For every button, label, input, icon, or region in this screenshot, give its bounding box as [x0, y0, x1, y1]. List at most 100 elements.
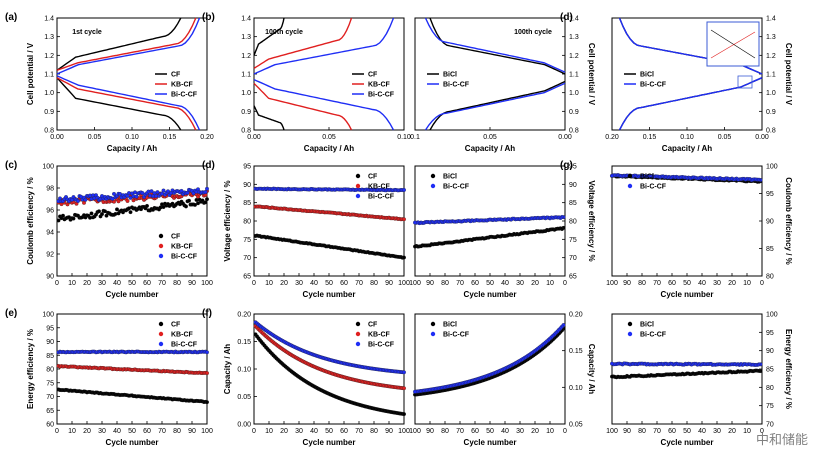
x-tick-label: 60 — [143, 280, 151, 287]
y-tick-label: 95 — [569, 164, 577, 171]
y-tick-label: 70 — [569, 255, 577, 262]
y-tick-label: 1.1 — [569, 72, 579, 79]
y-tick-label: 1.0 — [766, 90, 776, 97]
x-tick-label: 40 — [310, 428, 318, 435]
y-tick-label: 0.05 — [237, 394, 251, 401]
panel-label: (d) — [560, 12, 573, 23]
x-tick-label: 100 — [201, 428, 213, 435]
y-tick-label: 70 — [766, 422, 774, 429]
x-tick-label: 0.20 — [605, 134, 619, 141]
x-tick-label: 0 — [563, 280, 567, 287]
data-point — [116, 199, 121, 204]
x-tick-label: 30 — [516, 280, 524, 287]
y-tick-label: 0.8 — [44, 128, 54, 135]
legend-swatch — [430, 321, 436, 327]
legend-label: CF — [368, 72, 378, 79]
legend-swatch — [158, 233, 164, 239]
data-point — [97, 209, 101, 214]
x-tick-label: 80 — [441, 280, 449, 287]
legend-swatch — [627, 173, 633, 179]
panel-label: (e) — [5, 308, 17, 319]
x-tick-label: 0.15 — [163, 134, 177, 141]
y-tick-label: 85 — [766, 367, 774, 374]
legend-label: KB-CF — [368, 332, 390, 339]
legend-swatch — [355, 331, 361, 337]
x-tick-label: 40 — [113, 280, 121, 287]
x-tick-label: 60 — [340, 280, 348, 287]
panel-label: (a) — [5, 12, 17, 23]
series-line-charge-KB-CF — [253, 17, 353, 69]
plot-frame — [611, 313, 763, 425]
panel-b2: 0.1 0.05 0.000.8 0.9 1.0 1.1 1.2 1.3 1.4 Capacity… — [410, 16, 596, 154]
y-tick-label: 1.1 — [766, 72, 776, 79]
y-tick-label: 0.9 — [569, 109, 579, 116]
y-tick-label: 85 — [243, 200, 251, 207]
y-tick-label: 90 — [46, 339, 54, 346]
data-point — [610, 374, 614, 379]
y-tick-label: 0.8 — [569, 128, 579, 135]
panel-f: 0 10 20 30 40 50 60 70 80 90 100 0.00 0.05 0.10 0.15 0.… — [202, 308, 410, 447]
panel-f2: 100 90 80 70 60 50 40 30 20 10 00.050.100.150.20Cy… — [409, 312, 596, 448]
plot-frame — [414, 313, 566, 425]
x-tick-label: 0 — [252, 428, 256, 435]
y-tick-label: 1.3 — [569, 34, 579, 41]
series-line-discharge-CF — [253, 105, 285, 131]
y-tick-label: 70 — [46, 394, 54, 401]
data-point — [187, 198, 191, 203]
legend-label: KB-CF — [368, 82, 390, 89]
legend-label: BiCl — [640, 174, 654, 181]
data-point — [149, 189, 154, 194]
y-tick-label: 100 — [42, 164, 54, 171]
y-tick-label: 70 — [243, 255, 251, 262]
data-point — [205, 400, 209, 405]
x-tick-label: 70 — [355, 280, 363, 287]
inset-line — [710, 31, 756, 59]
y-tick-label: 1.4 — [241, 16, 251, 23]
y-tick-label: 90 — [46, 274, 54, 281]
x-axis-label: Cycle number — [464, 290, 517, 299]
y-axis-label: Capacity / Ah — [223, 344, 232, 394]
data-point — [56, 218, 61, 223]
y-tick-label: 1.4 — [766, 16, 776, 23]
y-tick-label: 80 — [766, 274, 774, 281]
legend-label: KB-CF — [171, 82, 193, 89]
legend-label: CF — [171, 234, 181, 241]
panel-b: 0.00 0.05 0.10 0.8 0.9 1.0 1.1 1.2 1.3 1.4 Capacit… — [202, 12, 411, 153]
y-tick-label: 0.15 — [569, 348, 583, 355]
legend-swatch — [355, 321, 361, 327]
x-tick-label: 60 — [668, 280, 676, 287]
x-tick-label: 40 — [501, 428, 509, 435]
y-tick-label: 85 — [766, 246, 774, 253]
y-axis-label: Voltage efficiency / % — [587, 180, 596, 261]
y-tick-label: 60 — [46, 422, 54, 429]
x-tick-label: 10 — [743, 280, 751, 287]
y-tick-label: 1.2 — [569, 53, 579, 60]
y-tick-label: 1.2 — [241, 53, 251, 60]
legend-swatch — [158, 321, 164, 327]
y-tick-label: 100 — [766, 312, 778, 319]
y-tick-label: 75 — [766, 403, 774, 410]
x-tick-label: 40 — [310, 280, 318, 287]
data-point — [205, 186, 209, 191]
data-point — [205, 350, 209, 355]
y-tick-label: 95 — [243, 164, 251, 171]
x-tick-label: 40 — [698, 428, 706, 435]
data-point — [115, 207, 119, 212]
legend-label: KB-CF — [171, 332, 193, 339]
panel-e2: 100 90 80 70 60 50 40 30 20 10 0707580859095100Cyc… — [606, 312, 793, 448]
y-axis-label: Coulomb efficiency / % — [26, 177, 35, 265]
data-point — [83, 197, 88, 202]
y-tick-label: 65 — [569, 274, 577, 281]
y-tick-label: 92 — [46, 252, 54, 259]
x-axis-label: Capacity / Ah — [304, 144, 354, 153]
x-tick-label: 30 — [713, 428, 721, 435]
data-point — [100, 212, 104, 217]
y-tick-label: 0.9 — [241, 109, 251, 116]
x-axis-label: Cycle number — [464, 438, 517, 447]
x-tick-label: 0.10 — [125, 134, 139, 141]
x-tick-label: 50 — [325, 428, 333, 435]
legend-swatch — [158, 253, 164, 259]
data-point — [413, 220, 417, 225]
x-tick-label: 30 — [713, 280, 721, 287]
